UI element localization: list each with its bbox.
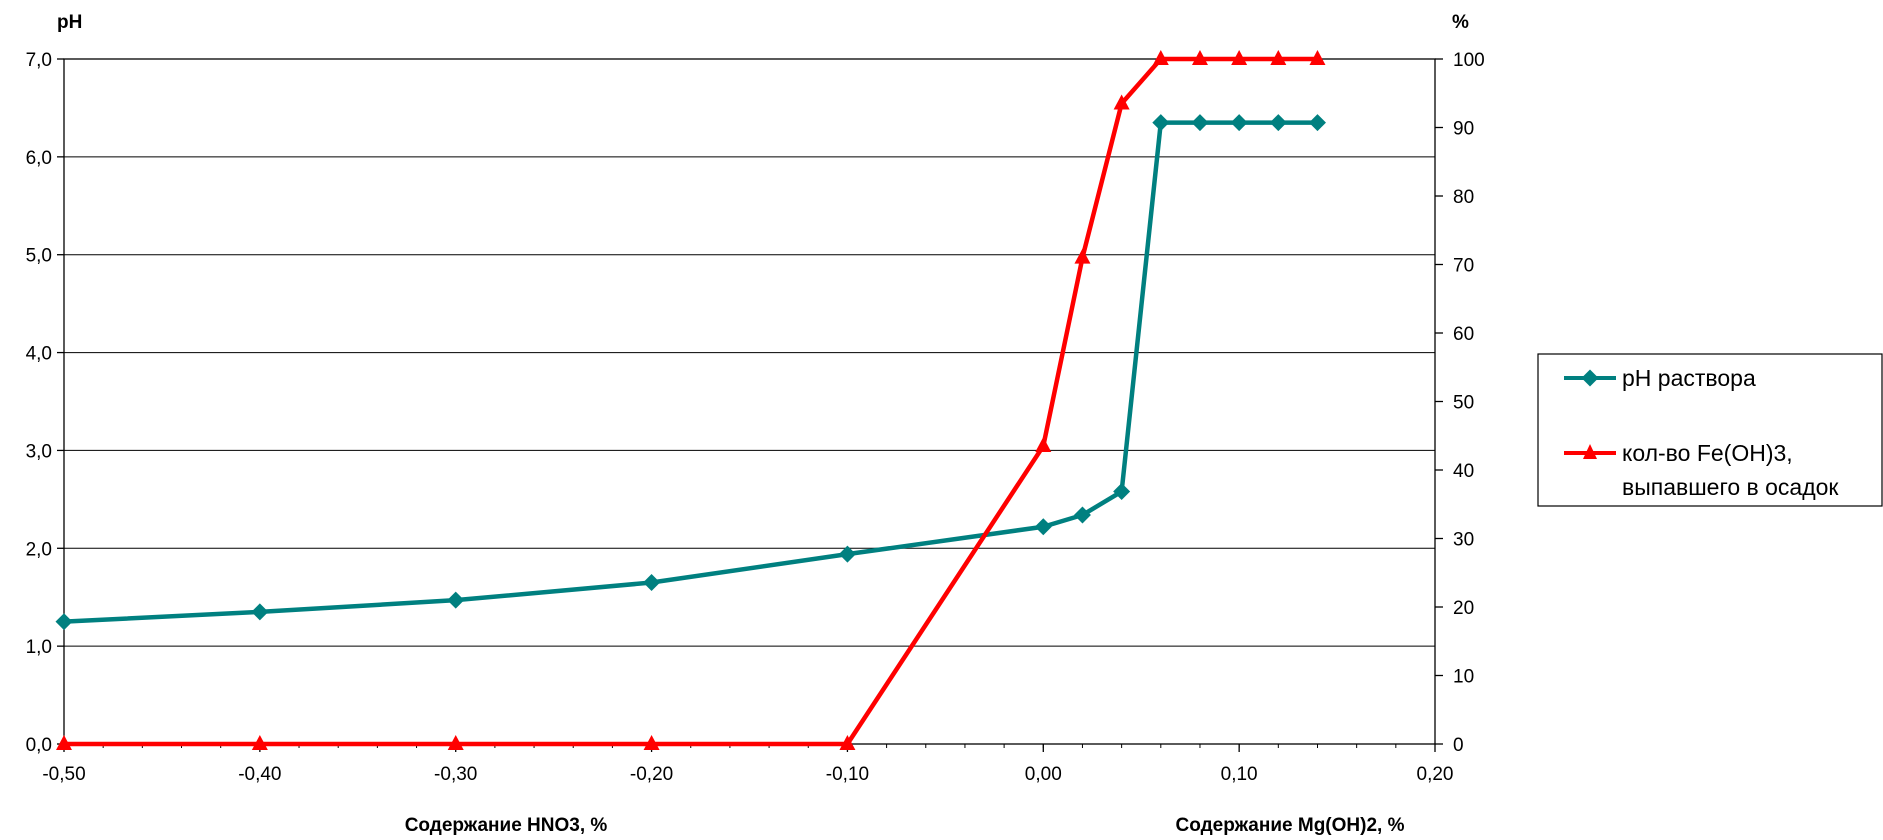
data-point-fe <box>447 735 464 750</box>
legend-label-fe-line1: кол-во Fe(OH)3, <box>1622 440 1793 466</box>
data-point-fe <box>1191 50 1208 65</box>
data-point-fe <box>1074 248 1091 264</box>
left-tick-label: 2,0 <box>26 539 52 560</box>
left-tick-label: 7,0 <box>26 50 52 71</box>
left-tick-label: 6,0 <box>26 148 52 169</box>
data-point-ph <box>251 603 269 621</box>
right-tick-label: 50 <box>1453 393 1474 414</box>
gridlines <box>64 156 1435 647</box>
x-tick-label: -0,10 <box>826 764 869 785</box>
right-tick-label: 0 <box>1453 735 1464 756</box>
right-tick-label: 60 <box>1453 324 1474 345</box>
x-tick-label: 0,10 <box>1221 764 1258 785</box>
right-axis-unit: % <box>1452 12 1469 33</box>
data-point-fe <box>1035 437 1052 453</box>
x-tick-label: -0,40 <box>238 764 281 785</box>
data-point-ph <box>1152 114 1170 132</box>
data-point-ph <box>55 613 73 631</box>
data-point-fe <box>839 735 856 750</box>
legend-label-fe-line2: выпавшего в осадок <box>1622 474 1839 500</box>
data-point-ph <box>1191 114 1209 132</box>
data-point-fe <box>1113 94 1130 110</box>
x-tick-label: 0,20 <box>1417 764 1454 785</box>
x-axis-label-left: Содержание HNO3, % <box>405 815 608 836</box>
data-point-fe <box>1152 50 1169 65</box>
right-tick-label: 90 <box>1453 119 1474 140</box>
right-tick-label: 100 <box>1453 50 1485 71</box>
x-tick-label: 0,00 <box>1025 764 1062 785</box>
series-line-ph <box>63 120 1318 624</box>
legend: pH раствора кол-во Fe(OH)3, выпавшего в … <box>1537 353 1883 507</box>
x-tick-label: -0,50 <box>42 764 85 785</box>
right-tick-label: 40 <box>1453 461 1474 482</box>
data-point-ph <box>643 574 661 592</box>
x-axis-label-right: Содержание Mg(OH)2, % <box>1176 815 1405 836</box>
data-point-fe <box>643 735 660 750</box>
data-point-fe <box>1231 50 1248 65</box>
data-point-fe <box>1270 50 1287 65</box>
left-axis-ticks: 0,0 1,0 2,0 3,0 4,0 5,0 6,0 7,0 <box>26 50 64 756</box>
data-point-fe <box>56 735 72 750</box>
data-point-ph <box>1034 518 1052 536</box>
data-point-fe <box>251 735 268 750</box>
data-point-ph <box>1230 114 1248 132</box>
legend-label-ph: pH раствора <box>1622 365 1756 391</box>
data-point-fe <box>1309 50 1326 65</box>
legend-marker-fe <box>1583 444 1597 459</box>
plot-area <box>63 58 1436 745</box>
left-axis-unit: pH <box>57 12 82 33</box>
series-group <box>55 50 1326 750</box>
right-tick-label: 70 <box>1453 256 1474 277</box>
right-tick-label: 80 <box>1453 187 1474 208</box>
left-tick-label: 1,0 <box>26 637 52 658</box>
data-point-ph <box>838 545 856 563</box>
left-tick-label: 0,0 <box>26 735 52 756</box>
left-tick-label: 5,0 <box>26 246 52 267</box>
x-axis-ticks: -0,50 -0,40 -0,30 -0,20 -0,10 0,00 0,10 0,20 <box>42 744 1453 785</box>
left-tick-label: 4,0 <box>26 344 52 365</box>
right-axis-ticks: 0 10 20 30 40 50 60 70 80 90 100 <box>1435 50 1485 756</box>
data-point-ph <box>447 591 465 609</box>
right-tick-label: 20 <box>1453 598 1474 619</box>
data-point-ph <box>1269 114 1287 132</box>
x-tick-label: -0,20 <box>630 764 673 785</box>
right-tick-label: 10 <box>1453 667 1474 688</box>
right-tick-label: 30 <box>1453 530 1474 551</box>
x-tick-label: -0,30 <box>434 764 477 785</box>
left-tick-label: 3,0 <box>26 441 52 462</box>
data-point-ph <box>1309 114 1326 132</box>
